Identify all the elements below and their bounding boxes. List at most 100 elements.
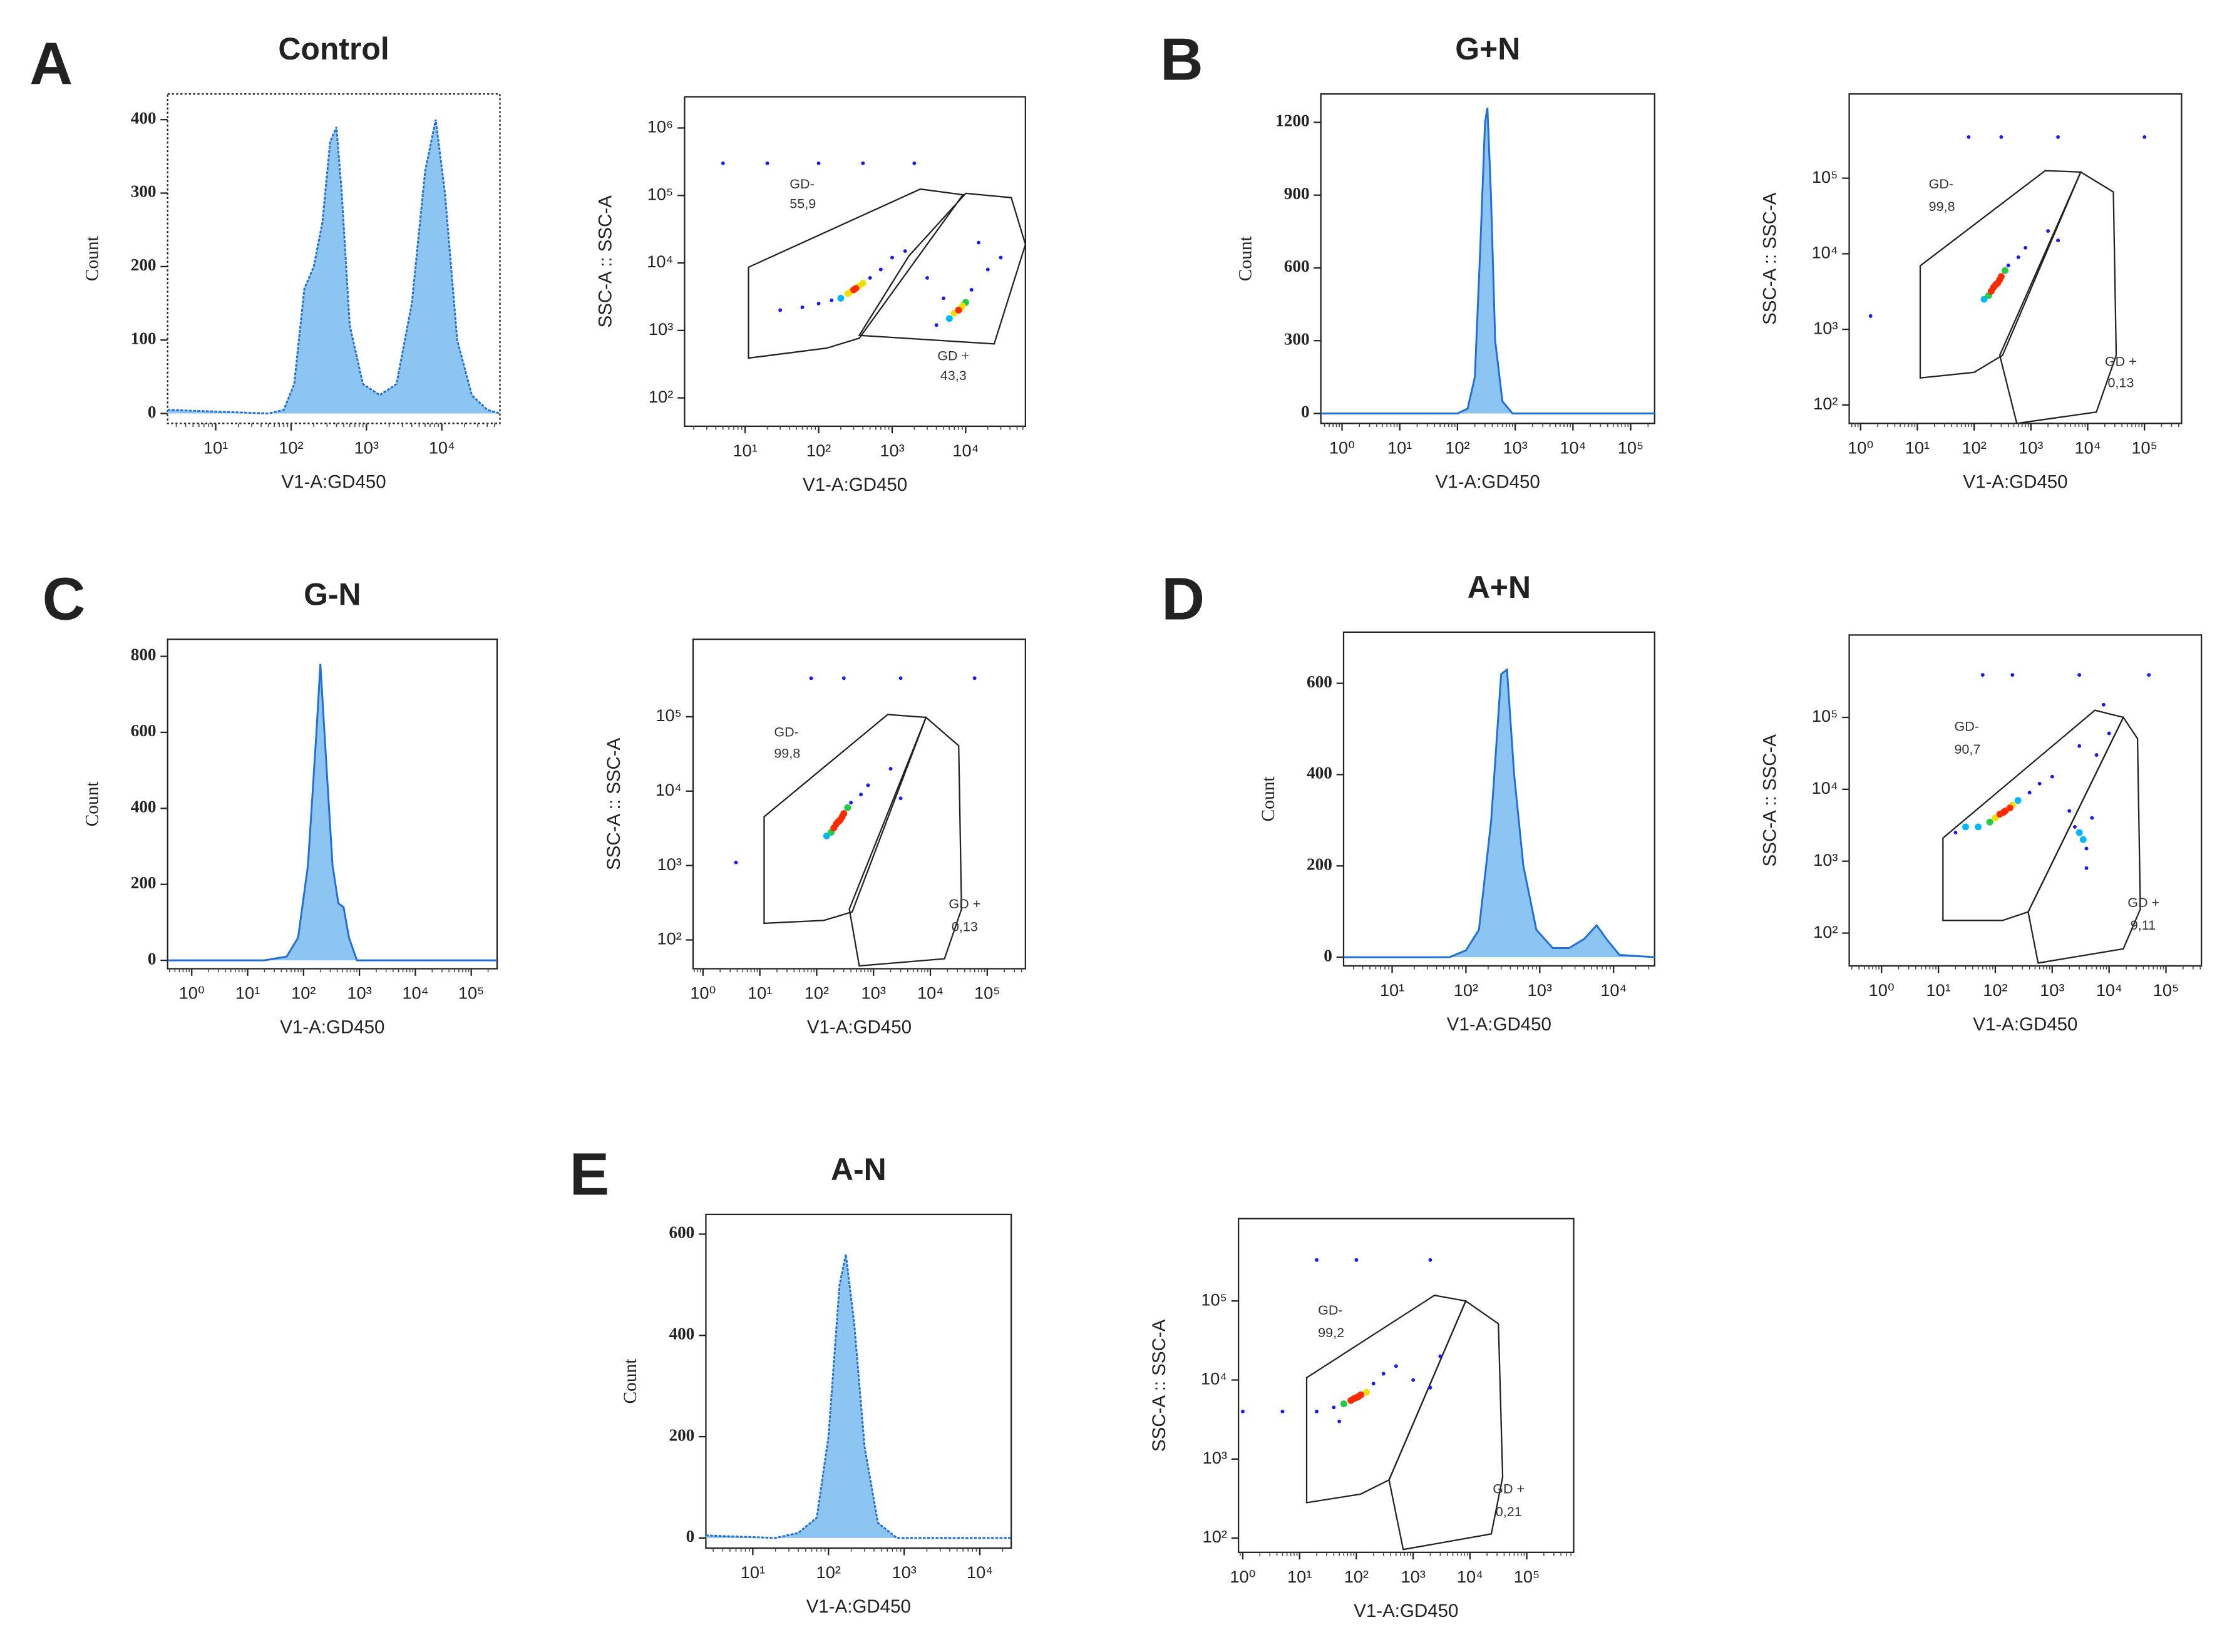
gate-name: GD-: [1929, 176, 1954, 192]
x-tick-label: 10¹: [741, 1562, 765, 1582]
y-tick-label: 10³: [657, 854, 682, 874]
scatter-point: [1999, 135, 2003, 139]
scatter-point: [2094, 753, 2099, 757]
scatter-point: [890, 255, 894, 260]
x-tick-label: 10¹: [1380, 980, 1404, 1000]
y-tick-label: 10⁴: [656, 780, 682, 799]
y-tick-label: 200: [131, 255, 157, 274]
y-tick-label: 0: [686, 1527, 695, 1546]
x-tick-label: 10⁴: [952, 441, 979, 460]
scatter-point: [1332, 1405, 1336, 1410]
y-tick-label: 10²: [1813, 394, 1838, 413]
y-axis-label: SSC-A :: SSC-A: [595, 195, 615, 328]
scatter-point: [898, 796, 903, 801]
x-tick-label: 10²: [1445, 438, 1469, 457]
chart: 10⁰ 10¹ 10² 10³ 10⁴ 10⁵ 0 300 600 900 1200 V1-A:GD4…: [1160, 27, 1655, 492]
gate-name: GD +: [949, 896, 980, 911]
scatter-point: [1967, 135, 1971, 139]
scatter-point: [888, 767, 893, 771]
y-tick-label: 600: [1284, 257, 1310, 275]
plot-frame: [1237, 1218, 1575, 1553]
x-tick-label: 10⁰: [179, 983, 205, 1003]
x-tick-label: 10¹: [1905, 438, 1930, 457]
x-axis-label: V1-A:GD450: [282, 471, 386, 492]
y-axis-label: SSC-A :: SSC-A: [1760, 192, 1781, 325]
x-tick-label: 10⁵: [1514, 1567, 1540, 1586]
y-tick-label: 10³: [1813, 318, 1838, 337]
scatter-point: [2050, 774, 2054, 779]
y-tick-label: 10²: [657, 929, 682, 948]
scatter-point: [823, 832, 830, 839]
y-tick-label: 600: [669, 1223, 694, 1242]
area-fill: [167, 120, 500, 414]
y-tick-label: 10³: [649, 319, 673, 339]
scatter-point: [2037, 781, 2042, 786]
gate-value: 90,7: [1954, 741, 1980, 757]
gate: [763, 714, 927, 925]
y-tick-label: 10²: [1813, 922, 1838, 941]
y-tick-label: 300: [131, 182, 157, 201]
gate-labels: GD- 55,9 GD + 43,3 GD- 99,8 GD + 0,13 GD…: [774, 176, 2159, 1519]
gate-name: GD +: [937, 347, 969, 363]
scatter-point: [2107, 731, 2111, 736]
y-tick-label: 300: [1284, 329, 1310, 348]
scatter-point: [809, 676, 813, 680]
x-tick-label: 10⁵: [2131, 438, 2158, 457]
y-tick-label: 10⁵: [1201, 1290, 1227, 1309]
x-tick-label: 10⁴: [402, 983, 428, 1003]
scatter-point: [1980, 673, 1985, 677]
x-axis-label: V1-A:GD450: [1436, 471, 1540, 492]
x-tick-label: 10²: [279, 438, 303, 457]
area-line: [167, 119, 500, 415]
scatter-point: [2090, 816, 2094, 820]
scatter-point: [1953, 831, 1958, 834]
scatter-point: [2067, 809, 2072, 813]
scatter-point: [868, 276, 872, 280]
x-tick-label: 10¹: [748, 983, 772, 1003]
plot-frame: [705, 1213, 1012, 1549]
x-tick-label: 10⁵: [458, 983, 485, 1003]
scatter-point: [1986, 818, 1993, 826]
scatter-point: [1371, 1382, 1376, 1386]
y-tick-label: 10⁴: [1811, 778, 1838, 798]
scatter-point: [1987, 287, 1995, 295]
plot-frame: [167, 93, 501, 424]
y-axis-label: Count: [82, 781, 102, 826]
scatter-point: [955, 306, 962, 314]
scatter-point: [1428, 1385, 1432, 1390]
chart: 10⁰ 10¹ 10² 10³ 10⁴ 10⁵ 10² 10³ 10⁴ 10⁵ V1-A:GD450…: [1760, 634, 2203, 1035]
gate-value: 0,13: [952, 918, 978, 934]
scatter-point: [2010, 673, 2015, 677]
x-tick-label: 10⁴: [967, 1562, 993, 1582]
y-tick-label: 10²: [1203, 1527, 1227, 1546]
x-axis-label: V1-A:GD450: [1354, 1601, 1458, 1621]
scatter-point: [1241, 1409, 1245, 1413]
gate-value: 9,11: [2131, 917, 2156, 933]
y-tick-label: 10⁵: [1812, 706, 1838, 726]
scatter-point: [841, 676, 846, 680]
x-tick-label: 10⁰: [1848, 438, 1873, 457]
gate-value: 0,13: [2107, 375, 2134, 391]
y-tick-label: 0: [148, 403, 157, 421]
scatter-point: [977, 240, 981, 245]
area-fill: [167, 664, 497, 961]
scatter-point: [912, 161, 917, 165]
gate-name: GD +: [1493, 1481, 1525, 1497]
gate-name: GD-: [774, 724, 799, 740]
y-axis-label: Count: [82, 235, 102, 281]
y-tick-label: 200: [1307, 854, 1332, 873]
x-tick-label: 10²: [291, 983, 316, 1003]
scatter-point: [1962, 823, 1969, 831]
gate-value: 0,21: [1496, 1504, 1522, 1519]
y-tick-label: 10⁴: [647, 252, 673, 271]
y-tick-label: 800: [131, 645, 157, 664]
scatter-point: [934, 323, 939, 327]
scatter-point: [1992, 281, 2000, 289]
y-tick-label: 10⁴: [1811, 243, 1838, 262]
scatter-point: [2027, 791, 2032, 795]
x-tick-label: 10³: [354, 438, 379, 457]
panel-letter: A: [29, 31, 73, 97]
x-tick-label: 10⁵: [1618, 438, 1644, 457]
x-tick-label: 10⁰: [1230, 1567, 1255, 1586]
scatter-point: [2024, 245, 2027, 250]
